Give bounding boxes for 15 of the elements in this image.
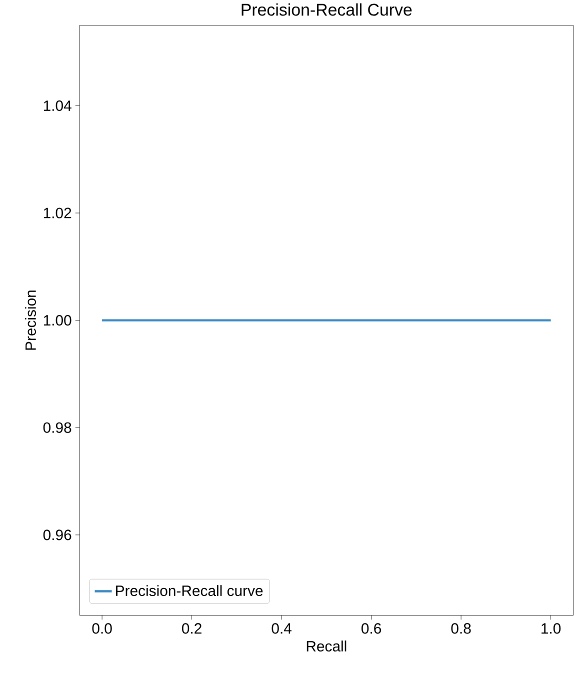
- chart-title: Precision-Recall Curve: [242, 3, 412, 16]
- y-tick-label: 1.02: [44, 208, 72, 218]
- y-tick-label: 0.98: [43, 422, 72, 433]
- y-tick-label: 1.04: [44, 100, 72, 111]
- y-tick-label: 1.00: [44, 315, 72, 326]
- x-tick-label: 0.6: [361, 623, 381, 634]
- x-tick-label: 0.0: [92, 623, 112, 634]
- legend-label: Precision-Recall curve: [116, 585, 263, 596]
- x-axis-title: Recall: [306, 640, 346, 652]
- x-tick-label: 0.2: [182, 623, 202, 634]
- y-tick-label: 0.96: [43, 530, 72, 540]
- x-tick-label: 1.0: [541, 623, 560, 634]
- y-axis-title: Precision: [24, 290, 36, 350]
- x-tick-label: 0.4: [272, 623, 292, 634]
- x-tick-label: 0.8: [451, 623, 471, 634]
